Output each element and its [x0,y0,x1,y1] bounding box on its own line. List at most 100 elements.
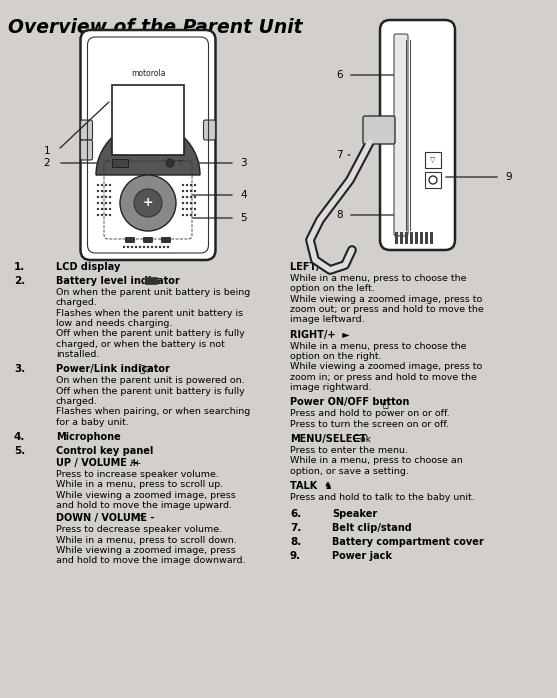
Text: MENU/SELECT: MENU/SELECT [290,434,367,444]
Circle shape [186,214,188,216]
Circle shape [194,202,196,205]
Circle shape [182,208,184,210]
Text: 7: 7 [336,150,343,160]
Circle shape [101,184,103,186]
Text: While in a menu, press to choose an: While in a menu, press to choose an [290,456,463,466]
Circle shape [109,184,111,186]
Circle shape [97,208,99,210]
Circle shape [190,196,192,198]
Text: and hold to move the image downward.: and hold to move the image downward. [56,556,246,565]
FancyBboxPatch shape [430,232,433,244]
Circle shape [186,190,188,192]
Text: image rightward.: image rightward. [290,383,372,392]
Circle shape [182,196,184,198]
Circle shape [151,246,153,248]
Text: option, or save a setting.: option, or save a setting. [290,467,409,476]
Circle shape [194,184,196,186]
Circle shape [194,190,196,192]
Text: Power/Link indicator: Power/Link indicator [56,364,170,374]
Text: Press to turn the screen on or off.: Press to turn the screen on or off. [290,419,449,429]
Text: While viewing a zoomed image, press: While viewing a zoomed image, press [56,546,236,555]
Text: Belt clip/stand: Belt clip/stand [332,524,412,533]
Text: image leftward.: image leftward. [290,315,365,325]
Circle shape [186,184,188,186]
Circle shape [186,202,188,205]
Text: Press to decrease speaker volume.: Press to decrease speaker volume. [56,526,222,535]
Circle shape [190,202,192,205]
Text: Battery compartment cover: Battery compartment cover [332,537,483,547]
Circle shape [109,196,111,198]
Text: Power ON/OFF button: Power ON/OFF button [290,397,409,408]
Text: ♪-: ♪- [136,514,145,524]
FancyBboxPatch shape [415,232,418,244]
Circle shape [105,208,107,210]
Circle shape [190,190,192,192]
Text: 7.: 7. [290,524,301,533]
FancyBboxPatch shape [363,116,395,144]
Text: While in a menu, press to scroll up.: While in a menu, press to scroll up. [56,480,223,489]
Text: option on the left.: option on the left. [290,284,375,293]
FancyBboxPatch shape [425,232,428,244]
FancyBboxPatch shape [112,159,128,167]
Text: ▽: ▽ [178,160,183,166]
Circle shape [120,175,176,231]
FancyBboxPatch shape [145,277,157,284]
Text: ⏻: ⏻ [383,399,389,408]
Circle shape [163,246,165,248]
Text: On when the parent unit battery is being: On when the parent unit battery is being [56,288,250,297]
Text: zoom in; or press and hold to move the: zoom in; or press and hold to move the [290,373,477,382]
Text: While viewing a zoomed image, press to: While viewing a zoomed image, press to [290,295,482,304]
Wedge shape [96,123,200,175]
Circle shape [97,190,99,192]
FancyBboxPatch shape [143,237,153,243]
Text: charged.: charged. [56,298,98,307]
Text: ⏻▽: ⏻▽ [139,365,152,374]
Text: for a baby unit.: for a baby unit. [56,417,129,426]
Text: 5.: 5. [14,446,25,456]
Circle shape [194,196,196,198]
Text: DOWN / VOLUME -: DOWN / VOLUME - [56,513,154,524]
FancyBboxPatch shape [425,152,441,168]
Text: 4: 4 [240,190,247,200]
FancyBboxPatch shape [81,120,92,140]
Text: 8.: 8. [290,537,301,547]
Text: 8: 8 [336,210,343,220]
Text: 5: 5 [240,213,247,223]
FancyBboxPatch shape [81,140,92,160]
Text: and hold to move the image upward.: and hold to move the image upward. [56,501,232,510]
Circle shape [105,202,107,205]
FancyBboxPatch shape [400,232,403,244]
Circle shape [155,246,157,248]
Circle shape [101,190,103,192]
Circle shape [101,214,103,216]
FancyBboxPatch shape [203,120,216,140]
Text: 2.: 2. [14,276,25,286]
Text: While in a menu, press to choose the: While in a menu, press to choose the [290,342,467,350]
Circle shape [101,202,103,205]
Text: 2: 2 [43,158,50,168]
Circle shape [105,214,107,216]
Circle shape [109,190,111,192]
FancyBboxPatch shape [394,34,408,236]
FancyBboxPatch shape [125,237,135,243]
Text: option on the right.: option on the right. [290,352,382,361]
Circle shape [101,196,103,198]
Text: motorola: motorola [131,68,165,77]
Text: Overview of the Parent Unit: Overview of the Parent Unit [8,18,302,37]
Text: charged.: charged. [56,397,98,406]
Text: zoom out; or press and hold to move the: zoom out; or press and hold to move the [290,305,483,314]
Circle shape [105,196,107,198]
Circle shape [167,246,169,248]
Text: LCD display: LCD display [56,262,120,272]
Text: Control key panel: Control key panel [56,446,153,456]
Text: LEFT/-  ◄: LEFT/- ◄ [290,262,338,272]
FancyBboxPatch shape [425,172,441,188]
FancyBboxPatch shape [410,232,413,244]
Circle shape [131,246,133,248]
Circle shape [97,184,99,186]
Circle shape [105,184,107,186]
FancyBboxPatch shape [112,85,184,155]
Text: 1: 1 [43,146,50,156]
FancyBboxPatch shape [380,20,455,250]
Text: TALK  ♞: TALK ♞ [290,481,333,491]
